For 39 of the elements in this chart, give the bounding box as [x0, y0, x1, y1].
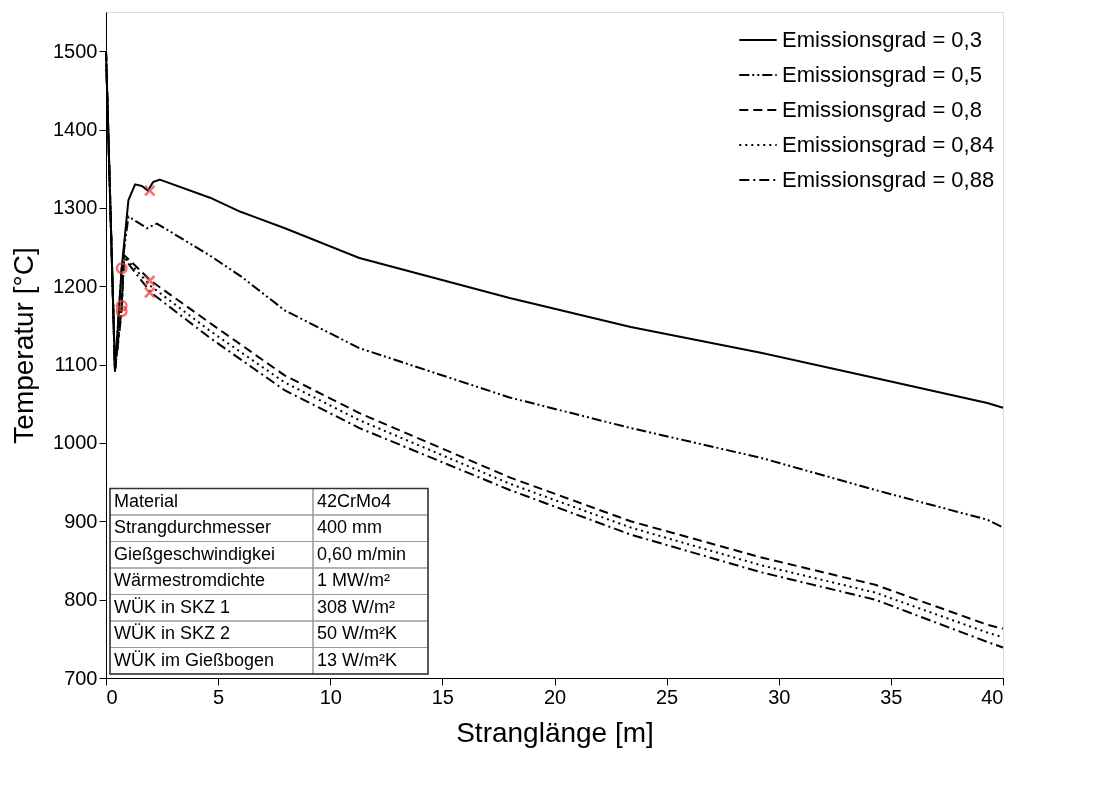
x-tick-label: 15 [431, 685, 454, 708]
annotation: WÜK in SKZ 2 [114, 623, 231, 644]
x-tick-label: 10 [319, 685, 342, 708]
y-tick-label: 1300 [53, 196, 98, 219]
legend-label: Emissionsgrad = 0,8 [782, 97, 982, 122]
y-tick-label: 900 [64, 509, 98, 532]
x-axis-title: Stranglänge [m] [456, 716, 654, 748]
annotation: 400 mm [317, 517, 383, 538]
x-tick-label: 35 [880, 685, 903, 708]
annotation: WÜK in SKZ 1 [114, 596, 231, 617]
annotation: Material [114, 490, 179, 511]
y-axis-title: Temperatur [°C] [8, 247, 40, 444]
x-tick-label: 30 [768, 685, 791, 708]
x-tick-label: 20 [543, 685, 567, 708]
annotation: 0,60 m/min [317, 543, 407, 564]
annotation: 13 W/m²K [317, 649, 398, 670]
annotation: Strangdurchmesser [114, 517, 272, 538]
annotation: 308 W/m² [317, 596, 396, 617]
annotation: 50 W/m²K [317, 623, 398, 644]
annotation: 42CrMo4 [317, 490, 392, 511]
y-tick-label: 1500 [53, 39, 98, 62]
legend-label: Emissionsgrad = 0,5 [782, 62, 982, 87]
annotation: Wärmestromdichte [114, 570, 266, 591]
x-tick-label: 25 [656, 685, 679, 708]
x-tick-label: 0 [106, 685, 118, 708]
y-tick-label: 1200 [53, 274, 98, 297]
annotation: 1 MW/m² [317, 570, 390, 591]
y-tick-label: 700 [64, 666, 98, 689]
annotation: WÜK im Gießbogen [114, 649, 275, 670]
legend-label: Emissionsgrad = 0,88 [782, 167, 995, 192]
y-tick-label: 800 [64, 588, 98, 611]
legend-label: Emissionsgrad = 0,3 [782, 27, 982, 52]
y-tick-label: 1400 [53, 118, 98, 141]
y-tick-label: 1000 [53, 431, 98, 454]
legend-label: Emissionsgrad = 0,84 [782, 132, 995, 157]
x-tick-label: 5 [213, 685, 225, 708]
y-tick-label: 1100 [54, 353, 98, 376]
x-tick-label: 40 [981, 685, 1004, 708]
annotation: Gießgeschwindigkei [114, 543, 276, 564]
